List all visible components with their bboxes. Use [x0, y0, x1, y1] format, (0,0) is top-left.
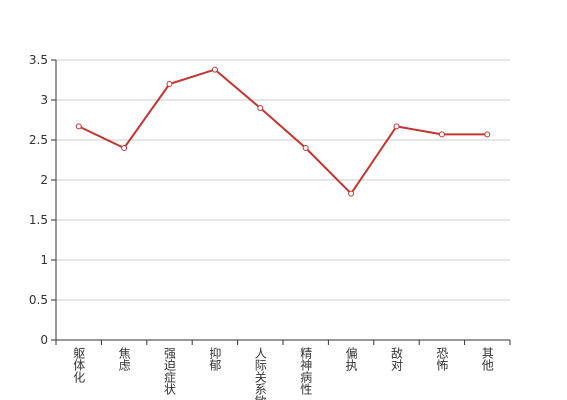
point: [302, 145, 309, 151]
x-tick-label: 人际关系敏感: [253, 347, 267, 400]
point: [211, 66, 218, 73]
y-tick-label: 2.5: [29, 133, 48, 147]
point: [393, 123, 400, 130]
x-tick-label: 敌对: [390, 346, 404, 371]
x-tick-label: 抑郁: [208, 346, 222, 372]
point: [166, 81, 173, 87]
y-tick-label: 0: [40, 333, 48, 347]
x-tick-label: 其他: [480, 347, 494, 371]
x-tick-label: 偏执: [344, 346, 358, 372]
x-tick-label: 精神病性: [299, 347, 313, 396]
x-tick-label: 强迫症状: [163, 347, 177, 395]
x-tick-label: 焦虑: [117, 347, 131, 371]
y-tick-label: 2: [40, 173, 48, 187]
point: [484, 131, 491, 138]
y-tick-label: 3.5: [29, 53, 48, 67]
point: [348, 190, 355, 197]
y-tick-label: 1.5: [29, 213, 48, 227]
point: [75, 123, 82, 130]
x-tick-label: 恐怖: [435, 347, 449, 371]
y-tick-label: 0.5: [29, 293, 48, 307]
x-tick-label: 躯体化: [72, 346, 86, 384]
point: [438, 131, 445, 138]
line: [78, 68, 488, 196]
y-tick-label: 3: [40, 93, 48, 107]
point: [257, 105, 264, 111]
y-tick-label: 1: [40, 253, 48, 267]
point: [121, 145, 128, 151]
